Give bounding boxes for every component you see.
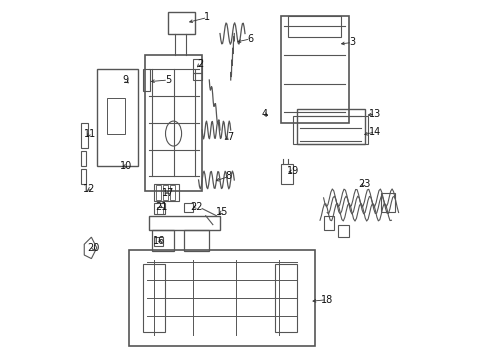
Text: 2: 2 xyxy=(197,59,203,69)
Bar xyxy=(148,216,220,230)
Text: 17: 17 xyxy=(162,188,174,198)
Bar xyxy=(156,185,161,200)
Bar xyxy=(381,193,395,212)
Text: 10: 10 xyxy=(120,161,132,171)
Bar xyxy=(107,98,125,134)
Bar xyxy=(143,69,149,91)
Bar xyxy=(184,230,209,251)
Bar xyxy=(281,16,348,123)
Bar xyxy=(184,203,193,212)
Text: 20: 20 xyxy=(87,243,99,253)
Bar xyxy=(81,152,86,166)
Bar xyxy=(281,164,293,184)
Bar xyxy=(288,16,342,37)
Bar xyxy=(143,264,165,332)
Bar xyxy=(81,123,88,148)
Bar xyxy=(157,207,163,214)
Bar xyxy=(81,169,86,184)
Text: 8: 8 xyxy=(226,171,232,181)
Bar xyxy=(275,264,297,332)
Bar xyxy=(152,230,173,251)
Text: 12: 12 xyxy=(83,184,96,194)
Bar xyxy=(338,225,348,237)
Text: 4: 4 xyxy=(262,109,268,119)
Text: 16: 16 xyxy=(153,236,166,246)
Bar xyxy=(129,249,315,346)
Text: 9: 9 xyxy=(122,75,128,85)
Bar xyxy=(193,73,202,80)
Text: 1: 1 xyxy=(204,13,211,22)
Bar xyxy=(297,109,365,144)
Text: 15: 15 xyxy=(216,207,228,217)
Text: 23: 23 xyxy=(359,179,371,189)
Bar xyxy=(154,184,179,202)
Text: 11: 11 xyxy=(83,129,96,139)
Text: 14: 14 xyxy=(369,127,382,137)
Text: 22: 22 xyxy=(191,202,203,212)
Text: 21: 21 xyxy=(155,202,167,212)
Bar xyxy=(145,55,202,191)
Text: 3: 3 xyxy=(349,37,355,48)
Bar xyxy=(323,216,334,230)
Bar xyxy=(154,237,163,246)
Text: 18: 18 xyxy=(321,295,333,305)
Bar xyxy=(163,185,168,200)
Bar xyxy=(293,116,368,144)
Text: 7: 7 xyxy=(227,132,234,142)
Text: 6: 6 xyxy=(247,34,253,44)
Bar xyxy=(97,69,138,166)
Text: 19: 19 xyxy=(287,166,299,176)
Text: 13: 13 xyxy=(369,109,382,119)
Bar xyxy=(193,59,202,73)
Bar xyxy=(168,12,195,33)
Text: 5: 5 xyxy=(165,75,172,85)
Bar xyxy=(154,203,165,214)
Bar xyxy=(170,185,175,200)
